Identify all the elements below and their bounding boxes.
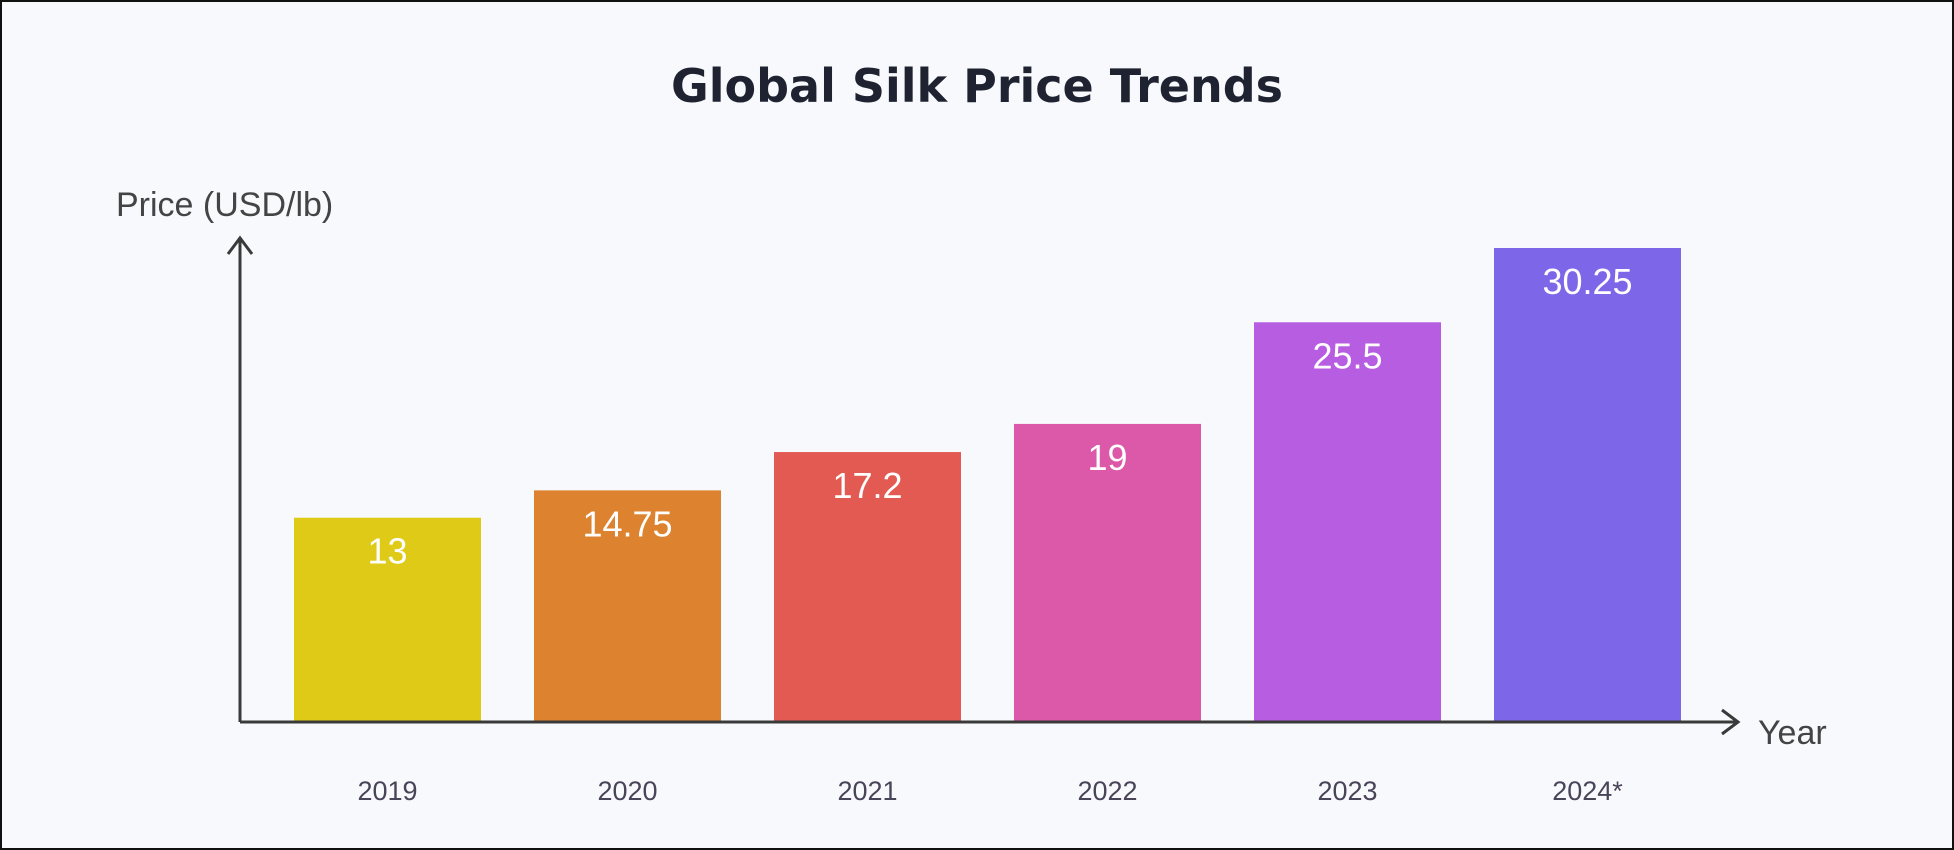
x-tick-label: 2022 bbox=[1077, 776, 1137, 806]
data-label: 13 bbox=[367, 531, 407, 572]
chart-title: Global Silk Price Trends bbox=[671, 59, 1283, 113]
bar-2024 bbox=[1494, 248, 1681, 721]
x-tick-label: 2020 bbox=[597, 776, 657, 806]
bar-2020 bbox=[534, 490, 721, 721]
data-label: 14.75 bbox=[582, 503, 672, 544]
x-axis-arrow-icon bbox=[1721, 708, 1741, 736]
x-tick-label: 2023 bbox=[1317, 776, 1377, 806]
x-tick-label: 2019 bbox=[357, 776, 417, 806]
x-tick-label: 2024* bbox=[1552, 776, 1623, 806]
x-axis bbox=[240, 708, 1741, 736]
bar-2019 bbox=[294, 517, 481, 721]
bar-2022 bbox=[1014, 423, 1201, 721]
x-axis-label: Year bbox=[1758, 714, 1827, 752]
bar-2021 bbox=[774, 452, 961, 721]
x-tick-label: 2021 bbox=[837, 776, 897, 806]
data-label: 25.5 bbox=[1312, 335, 1382, 376]
data-label: 19 bbox=[1087, 437, 1127, 478]
y-axis bbox=[226, 235, 254, 722]
y-axis-arrow-icon bbox=[226, 235, 254, 255]
bar-2023 bbox=[1254, 322, 1441, 721]
data-label: 30.25 bbox=[1542, 261, 1632, 302]
y-axis-label: Price (USD/lb) bbox=[116, 186, 333, 224]
data-label: 17.2 bbox=[832, 465, 902, 506]
